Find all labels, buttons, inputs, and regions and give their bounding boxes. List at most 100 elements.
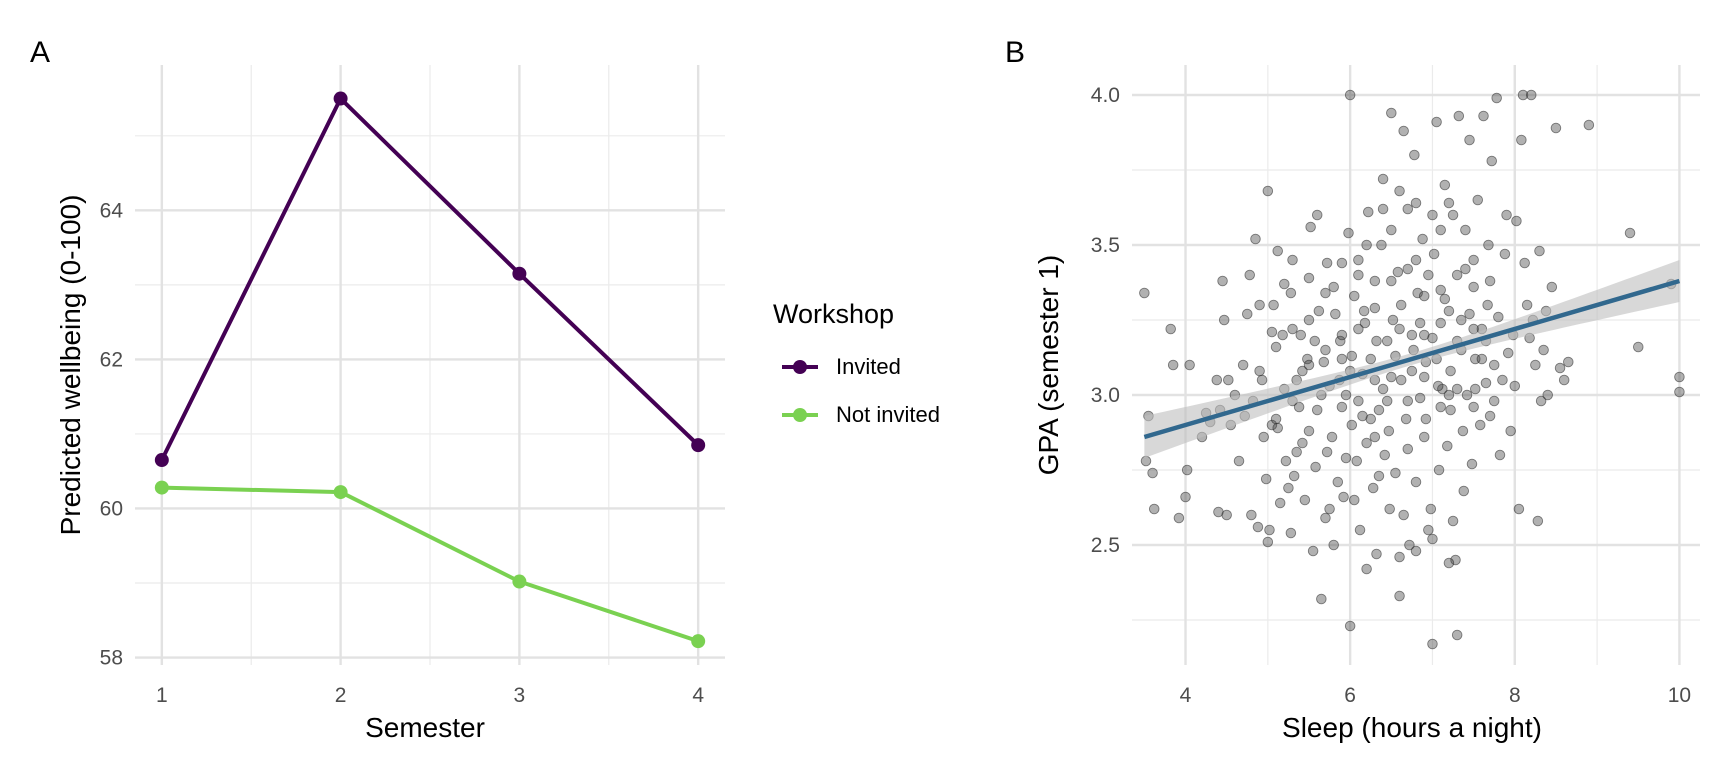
panel-b-x-tick-label-3: 10: [1668, 684, 1691, 707]
scatter-point-19: [1221, 509, 1232, 521]
scatter-point-45: [1279, 278, 1290, 290]
scatter-point-41: [1270, 341, 1282, 353]
scatter-point-89: [1367, 482, 1379, 494]
scatter-point-131: [1453, 110, 1465, 122]
scatter-point-77: [1344, 89, 1356, 101]
scatter-point-168: [1530, 359, 1541, 371]
scatter-point-211: [1420, 413, 1432, 425]
panel-b-y-ticks: 2.5 3.0 3.5 4.0: [1091, 84, 1120, 557]
scatter-point-93: [1376, 239, 1387, 251]
scatter-point-229: [1423, 524, 1434, 536]
scatter-point-221: [1482, 299, 1493, 311]
scatter-point-171: [1535, 395, 1547, 407]
scatter-point-161: [1516, 134, 1527, 146]
scatter-point-215: [1445, 365, 1456, 377]
scatter-point-50: [1288, 470, 1300, 482]
scatter-point-226: [1386, 224, 1397, 236]
legend-title: Workshop: [773, 299, 894, 329]
scatter-point-190: [1291, 446, 1302, 458]
scatter-point-151: [1494, 449, 1506, 461]
scatter-point-108: [1406, 329, 1418, 341]
scatter-point-26: [1241, 308, 1253, 320]
scatter-point-158: [1509, 380, 1521, 392]
scatter-point-3: [1147, 467, 1158, 479]
scatter-point-214: [1439, 293, 1451, 305]
scatter-point-225: [1373, 470, 1385, 482]
scatter-point-8: [1180, 491, 1191, 503]
scatter-point-63: [1316, 593, 1327, 605]
scatter-point-14: [1211, 374, 1223, 386]
scatter-point-137: [1466, 458, 1478, 470]
scatter-point-0: [1139, 287, 1150, 299]
scatter-point-233: [1324, 503, 1335, 515]
scatter-point-30: [1250, 233, 1261, 245]
scatter-point-213: [1432, 380, 1444, 392]
scatter-point-37: [1262, 185, 1274, 197]
scatter-point-20: [1223, 374, 1234, 386]
panel-a-y-tick-label-1: 60: [100, 497, 123, 520]
scatter-point-146: [1484, 410, 1496, 422]
scatter-point-284: [1460, 224, 1471, 236]
scatter-point-263: [1320, 287, 1331, 299]
scatter-point-113: [1417, 233, 1428, 245]
scatter-point-68: [1326, 431, 1338, 443]
scatter-point-147: [1486, 155, 1497, 167]
scatter-point-107: [1404, 539, 1415, 551]
scatter-point-218: [1464, 308, 1475, 320]
scatter-point-130: [1451, 629, 1463, 641]
scatter-point-34: [1258, 431, 1269, 443]
scatter-point-106: [1402, 203, 1414, 215]
scatter-point-266: [1369, 431, 1381, 443]
panel-a-series-0-point-3: [691, 438, 706, 453]
scatter-point-162: [1517, 89, 1529, 101]
scatter-point-187: [1272, 245, 1283, 257]
scatter-point-100: [1390, 467, 1401, 479]
scatter-point-182: [1633, 341, 1644, 353]
scatter-point-135: [1461, 389, 1473, 401]
panel-a-x-tick-label-2: 3: [514, 684, 526, 707]
panel-a-x-tick-label-1: 2: [335, 684, 347, 707]
scatter-point-278: [1443, 557, 1455, 569]
scatter-point-200: [1353, 395, 1364, 407]
scatter-point-91: [1371, 548, 1382, 560]
panel-a-series-line-1: [161, 485, 699, 644]
scatter-point-40: [1268, 299, 1279, 311]
scatter-point-272: [1468, 401, 1479, 413]
scatter-point-145: [1483, 239, 1494, 251]
scatter-point-152: [1497, 374, 1508, 386]
scatter-point-48: [1285, 527, 1297, 539]
scatter-point-60: [1310, 461, 1321, 473]
legend-key-point-0: [793, 360, 807, 374]
panel-a-series-0-point-0: [154, 453, 169, 468]
scatter-point-175: [1546, 281, 1558, 293]
scatter-point-174: [1542, 389, 1553, 401]
scatter-point-43: [1274, 497, 1286, 509]
scatter-point-79: [1346, 419, 1358, 431]
scatter-point-54: [1297, 437, 1308, 449]
scatter-point-83: [1354, 524, 1366, 536]
scatter-point-244: [1456, 314, 1467, 326]
scatter-point-256: [1435, 317, 1446, 329]
panel-a-x-axis-title: Semester: [365, 712, 485, 743]
scatter-point-223: [1349, 494, 1360, 506]
scatter-point-17: [1217, 275, 1228, 287]
scatter-point-164: [1521, 299, 1533, 311]
scatter-point-58: [1305, 221, 1316, 233]
scatter-point-243: [1443, 389, 1455, 401]
scatter-point-224: [1361, 239, 1372, 251]
panel-b-y-tick-label-3: 4.0: [1091, 84, 1120, 107]
panel-a-tag: A: [30, 36, 50, 69]
scatter-point-220: [1476, 353, 1488, 365]
scatter-point-73: [1336, 257, 1348, 269]
scatter-point-71: [1332, 476, 1344, 488]
scatter-point-253: [1386, 275, 1397, 287]
scatter-point-260: [1270, 413, 1282, 425]
scatter-point-163: [1519, 257, 1530, 269]
scatter-point-46: [1280, 455, 1292, 467]
scatter-point-181: [1624, 227, 1636, 239]
panel-a-y-tick-label-3: 64: [100, 199, 124, 222]
panel-a-series-1-point-0: [154, 480, 169, 495]
panel-a-x-tick-label-0: 1: [156, 684, 168, 707]
scatter-point-191: [1297, 365, 1308, 377]
scatter-point-120: [1431, 116, 1442, 128]
